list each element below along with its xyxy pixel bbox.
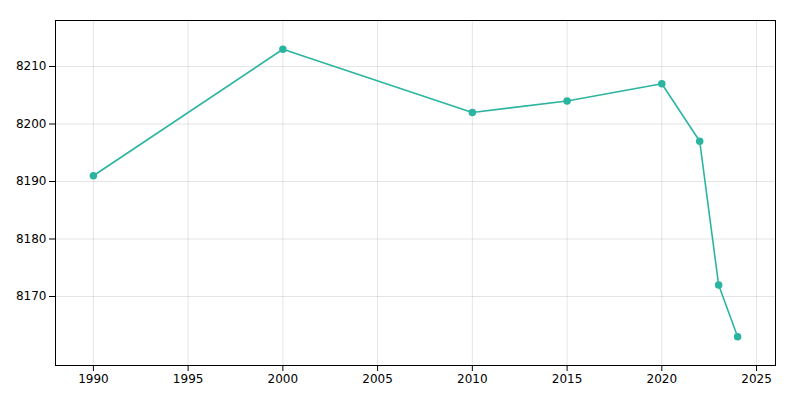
- svg-text:8190: 8190: [16, 174, 47, 188]
- svg-text:2005: 2005: [362, 372, 393, 386]
- svg-text:1990: 1990: [78, 372, 109, 386]
- svg-text:2020: 2020: [647, 372, 678, 386]
- svg-text:2010: 2010: [457, 372, 488, 386]
- svg-text:8180: 8180: [16, 232, 47, 246]
- svg-text:8200: 8200: [16, 117, 47, 131]
- svg-text:1995: 1995: [173, 372, 204, 386]
- svg-text:2000: 2000: [268, 372, 299, 386]
- svg-text:8210: 8210: [16, 59, 47, 73]
- svg-text:2025: 2025: [741, 372, 772, 386]
- svg-text:8170: 8170: [16, 289, 47, 303]
- svg-text:2015: 2015: [552, 372, 583, 386]
